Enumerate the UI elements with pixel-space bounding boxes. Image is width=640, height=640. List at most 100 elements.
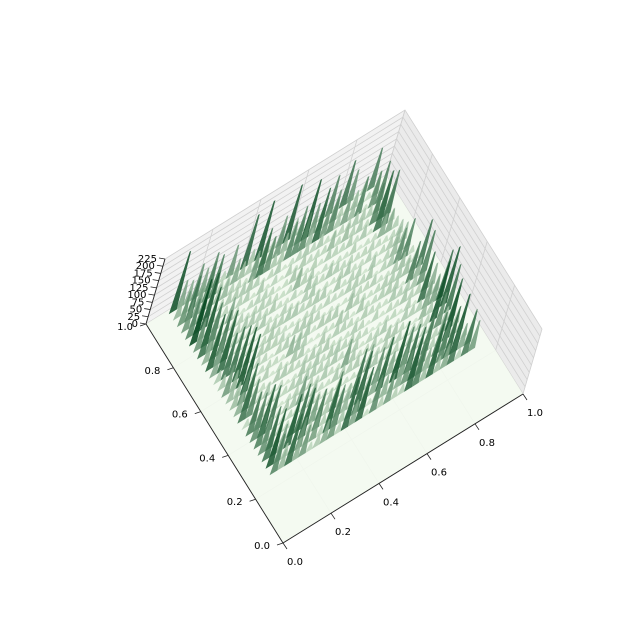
surface-spike (298, 334, 308, 350)
surface-spike (327, 259, 335, 270)
surface-spike (308, 379, 318, 398)
surface-spike (304, 312, 314, 329)
surface-spike (282, 378, 291, 387)
surface-spike (313, 270, 321, 279)
surface-spike (357, 207, 366, 225)
surface-spike (272, 259, 282, 277)
surface-spike (310, 388, 328, 432)
surface-spike (261, 322, 270, 338)
surface-spike (319, 418, 331, 445)
surface-spike (399, 217, 416, 261)
surface-spike (336, 350, 344, 363)
surface-spike (418, 322, 428, 338)
surface-spike (420, 347, 432, 373)
surface-spike (241, 418, 250, 431)
surface-spike (340, 338, 353, 369)
surface-spike (303, 420, 313, 437)
surface-spike (316, 258, 324, 268)
surface-spike (253, 310, 262, 325)
surface-spike (350, 275, 359, 292)
surface-spike (331, 260, 340, 277)
surface-spike (234, 295, 243, 310)
surface-spike (325, 196, 341, 236)
surface-spike (255, 342, 264, 359)
surface-spike (302, 347, 311, 357)
x-tick-mark (474, 423, 480, 431)
surface-spike (374, 160, 392, 205)
surface-spike (330, 245, 338, 259)
surface-spike (215, 279, 224, 295)
surface-spike (184, 275, 202, 323)
surface-spike (307, 282, 316, 301)
surface-spike (440, 305, 450, 325)
surface-spike (282, 306, 292, 325)
surface-spike (340, 376, 361, 432)
surface-spike (322, 378, 343, 434)
surface-spike (232, 381, 242, 401)
surface-spike (319, 365, 328, 382)
surface-spike (294, 329, 303, 344)
surface-spike (233, 279, 242, 293)
surface-spike (359, 305, 368, 322)
surface-spike (270, 292, 279, 305)
surface-spike (370, 251, 379, 261)
surface-spike (341, 310, 349, 324)
surface-spike (307, 410, 321, 443)
surface-spike (388, 308, 397, 321)
surface-spike (398, 288, 408, 306)
surface-spike (280, 336, 290, 353)
surface-spike (257, 382, 266, 394)
surface-spike (243, 261, 252, 277)
surface-spike (363, 319, 372, 328)
surface-spike (415, 250, 430, 287)
surface-spike (255, 279, 265, 297)
surface-spike (282, 221, 299, 262)
surface-spike (362, 300, 371, 311)
surface-spike (276, 331, 285, 346)
surface-spike (381, 314, 390, 326)
surface-spikes (168, 147, 481, 476)
surface-spike (216, 298, 224, 312)
surface-spike (191, 287, 204, 319)
x-tick-label: 0.8 (479, 438, 495, 449)
surface-spike (467, 319, 481, 353)
surface-spike (364, 332, 373, 345)
surface-spike (241, 289, 250, 305)
surface-spike (367, 170, 383, 209)
surface-spike (265, 408, 288, 469)
surface-spike (301, 267, 310, 277)
surface-spike (312, 374, 320, 387)
y-tick-mark (276, 542, 284, 546)
surface-spike (280, 278, 289, 290)
surface-spike (354, 285, 363, 298)
surface-spike (252, 293, 261, 308)
surface-spike (273, 342, 282, 357)
surface-spike (290, 437, 302, 463)
z-tick-mark (154, 272, 161, 274)
surface-spike (293, 416, 308, 452)
surface-spike (363, 191, 372, 203)
surface-spike (189, 278, 213, 347)
surface-spike (403, 337, 424, 393)
z-tick-label: 175 (134, 268, 153, 279)
surface-spike (296, 302, 305, 316)
surface-spike (344, 292, 354, 313)
surface-spike (307, 202, 321, 238)
surface-spike (298, 272, 307, 288)
surface-spike (290, 385, 299, 400)
surface-spike (375, 395, 384, 410)
surface-spike (300, 367, 310, 385)
surface-spike (333, 235, 341, 248)
surface-spike (346, 332, 355, 348)
surface-spike (365, 228, 374, 237)
surface-spike (265, 268, 274, 281)
surface-spike (345, 254, 353, 268)
surface-spike (208, 253, 226, 299)
x-axis-line (282, 393, 524, 544)
surface-spike (348, 242, 357, 257)
surface-spike (321, 281, 329, 292)
surface-spike (318, 205, 332, 240)
surface-spike (347, 347, 356, 365)
surface-spike (338, 320, 347, 335)
surface-spike (317, 331, 326, 348)
